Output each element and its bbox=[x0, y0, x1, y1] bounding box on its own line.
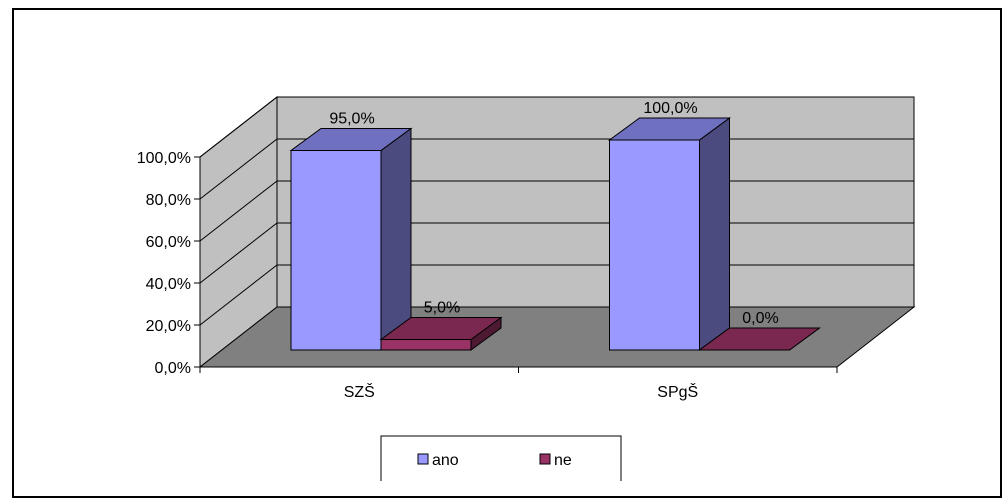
bar-front bbox=[380, 339, 472, 351]
y-tick-label: 60,0% bbox=[146, 234, 191, 251]
bar-side bbox=[380, 127, 412, 351]
y-tick-label: 20,0% bbox=[146, 318, 191, 335]
legend: ano ne bbox=[380, 435, 622, 481]
bar-ano-SZŠ bbox=[289, 127, 413, 351]
bar-top bbox=[289, 128, 413, 151]
bar-front bbox=[609, 139, 700, 351]
legend-label-ano: ano bbox=[432, 452, 459, 469]
axes: 0,0% 20,0% 40,0% 60,0% 80,0% 100,0% SZŠ SPgŠ bbox=[137, 150, 838, 401]
data-label: 100,0% bbox=[643, 100, 697, 117]
x-tick-label: SZŠ bbox=[344, 382, 375, 401]
bar-front bbox=[290, 150, 382, 351]
gridline bbox=[199, 96, 914, 158]
bar-ne-SPgŠ bbox=[697, 327, 822, 351]
data-labels: 95,0% 5,0% 100,0% 0,0% bbox=[329, 100, 778, 327]
y-tick-label: 80,0% bbox=[146, 192, 191, 209]
y-tick-label: 0,0% bbox=[155, 360, 191, 377]
bar-top bbox=[607, 117, 732, 141]
y-tick-label: 100,0% bbox=[137, 150, 191, 167]
x-tick-label: SPgŠ bbox=[657, 382, 698, 401]
bar-ano-SPgŠ bbox=[607, 117, 732, 351]
legend-swatch-ano bbox=[417, 453, 429, 465]
data-label: 95,0% bbox=[329, 111, 374, 128]
bar-top bbox=[697, 327, 822, 351]
bar-side bbox=[699, 117, 730, 351]
legend-swatch-ne bbox=[539, 453, 551, 465]
data-label: 0,0% bbox=[742, 310, 778, 327]
bars bbox=[289, 117, 822, 351]
y-tick-label: 40,0% bbox=[146, 276, 191, 293]
legend-label-ne: ne bbox=[554, 452, 572, 469]
bar-top bbox=[379, 317, 503, 340]
bar-ne-SZŠ bbox=[379, 316, 503, 351]
data-label: 5,0% bbox=[424, 300, 460, 317]
legend-box bbox=[380, 435, 622, 481]
bar-chart-3d: 0,0% 20,0% 40,0% 60,0% 80,0% 100,0% SZŠ SPgŠ 95… bbox=[137, 95, 916, 481]
